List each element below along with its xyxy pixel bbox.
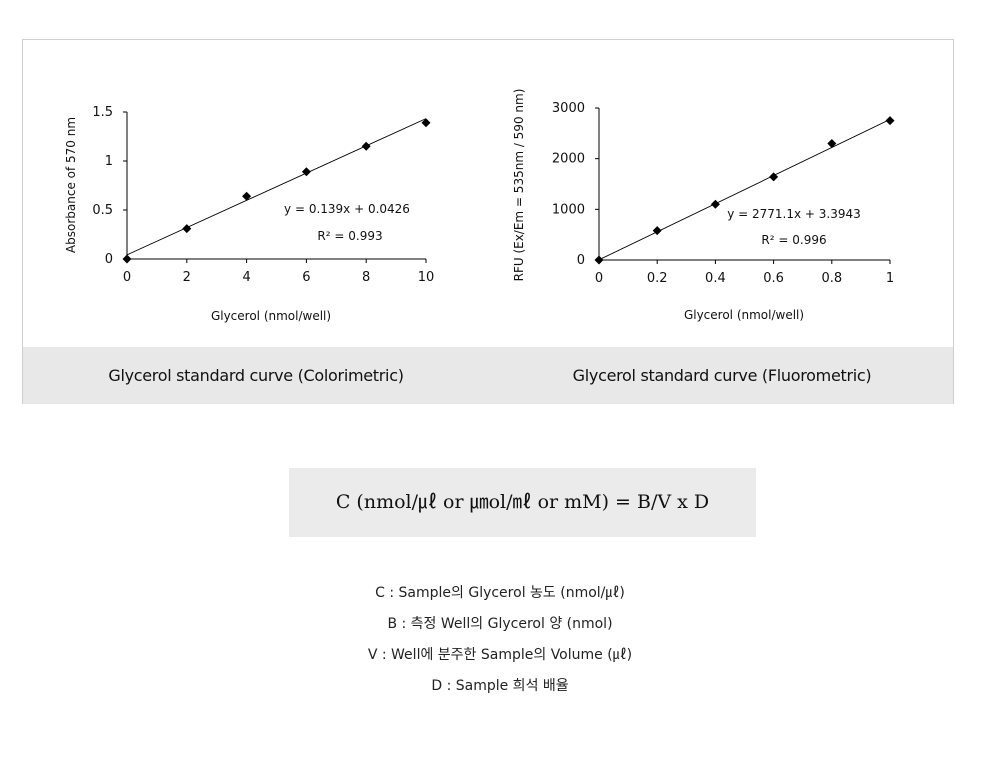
trendline-equation: y = 2771.1x + 3.3943: [727, 207, 861, 221]
data-point: [361, 141, 371, 151]
trendline: [126, 118, 427, 256]
y-axis-label: RFU (Ex/Em = 535nm / 590 nm): [512, 89, 526, 282]
y-tick-label: 2000: [552, 152, 585, 167]
data-point: [885, 116, 895, 126]
y-tick-label: 3000: [552, 101, 585, 116]
trendline: [598, 119, 891, 261]
x-tick-label: 0.2: [647, 271, 668, 286]
definition-d: D : Sample 희석 배율: [431, 678, 569, 694]
colorimetric-caption: Glycerol standard curve (Colorimetric): [108, 366, 404, 385]
fluorometric-chart: 0 0.2 0.4 0.6 0.8 1 0 1000 2000 3000 Glycerol (nmo…: [512, 89, 895, 322]
x-tick-label: 0: [123, 270, 131, 285]
x-axis-label: Glycerol (nmol/well): [211, 309, 331, 323]
data-point: [769, 172, 779, 182]
x-tick-label: 0.6: [763, 271, 784, 286]
data-point: [122, 254, 132, 264]
concentration-formula: C (nmol/㎕ or ㎛ol/㎖ or mM) = B/V x D: [289, 468, 756, 537]
y-tick-label: 1000: [552, 202, 585, 217]
definition-v: V : Well에 분주한 Sample의 Volume (㎕): [367, 647, 633, 663]
x-tick-label: 2: [183, 270, 191, 285]
data-point: [710, 199, 720, 209]
x-tick-label: 4: [242, 270, 250, 285]
data-point: [421, 118, 431, 128]
caption-bar: Glycerol standard curve (Colorimetric) G…: [23, 347, 953, 404]
y-tick-label: 0: [577, 253, 585, 268]
data-point: [652, 226, 662, 236]
x-tick-label: 1: [886, 271, 894, 286]
data-point: [242, 191, 252, 201]
formula-definitions: C : Sample의 Glycerol 농도 (nmol/㎕) B : 측정 …: [0, 578, 1000, 702]
standard-curves-panel: 0 2 4 6 8 10 0 0.5 1 1.5 Glycerol (nmol/well) Absor…: [22, 39, 954, 404]
definition-b: B : 측정 Well의 Glycerol 양 (nmol): [387, 616, 613, 632]
x-tick-label: 10: [418, 270, 435, 285]
x-tick-label: 6: [302, 270, 310, 285]
trendline-equation: y = 0.139x + 0.0426: [284, 202, 410, 216]
y-axis-label: Absorbance of 570 nm: [64, 117, 78, 253]
definition-c: C : Sample의 Glycerol 농도 (nmol/㎕): [375, 585, 625, 601]
colorimetric-chart: 0 2 4 6 8 10 0 0.5 1 1.5 Glycerol (nmol/well) Absor…: [64, 105, 435, 323]
y-tick-label: 0.5: [92, 203, 113, 218]
r-squared-label: R² = 0.996: [761, 233, 826, 247]
data-point: [301, 167, 311, 177]
y-tick-label: 0: [105, 252, 113, 267]
x-axis-label: Glycerol (nmol/well): [684, 308, 804, 322]
data-point: [827, 138, 837, 148]
x-tick-label: 0.8: [821, 271, 842, 286]
x-tick-label: 8: [362, 270, 370, 285]
x-tick-label: 0.4: [705, 271, 726, 286]
y-tick-label: 1: [105, 154, 113, 169]
y-tick-label: 1.5: [92, 105, 113, 120]
data-point: [594, 255, 604, 265]
x-tick-label: 0: [595, 271, 603, 286]
fluorometric-caption: Glycerol standard curve (Fluorometric): [572, 366, 872, 385]
data-point: [182, 224, 192, 234]
r-squared-label: R² = 0.993: [317, 229, 382, 243]
